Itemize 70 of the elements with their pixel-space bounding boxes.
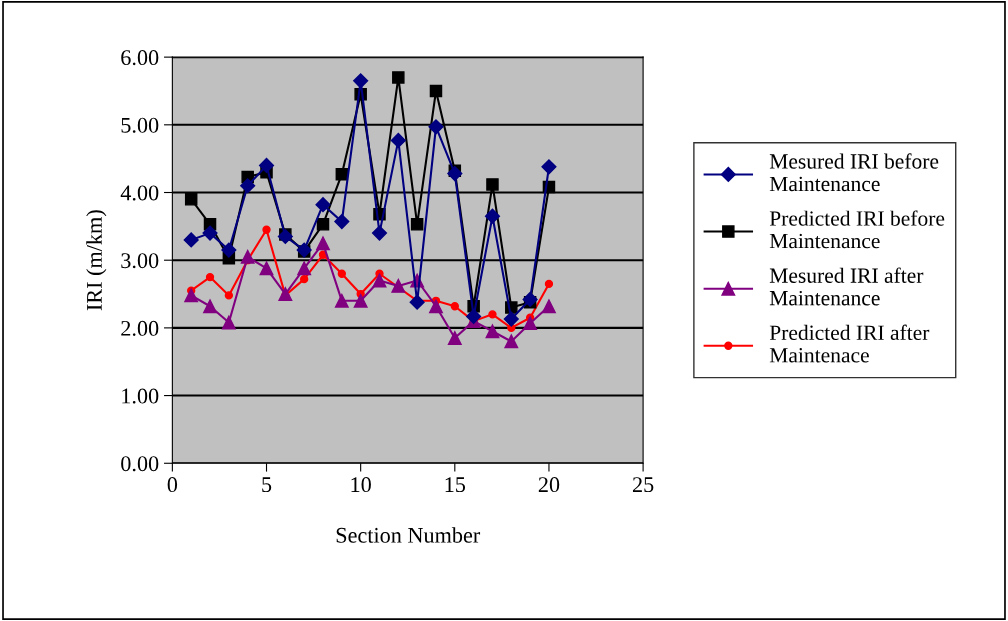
point (542, 299, 556, 314)
point (258, 157, 275, 174)
y-tick-label: 3.00 (121, 253, 159, 269)
point (224, 291, 234, 300)
point (334, 293, 349, 308)
point (390, 132, 406, 148)
point (450, 302, 459, 311)
point (259, 261, 274, 276)
x-tick-label: 25 (632, 477, 654, 493)
point (466, 308, 482, 324)
point (541, 159, 557, 175)
point (240, 178, 256, 194)
point (486, 178, 499, 191)
point (337, 269, 347, 278)
point (297, 261, 312, 276)
point (316, 236, 330, 251)
y-tick-label: 5.00 (121, 117, 159, 133)
y-tick-label: 4.00 (120, 185, 159, 201)
point (544, 279, 554, 289)
point (262, 225, 271, 234)
x-tick-label: 0 (167, 477, 178, 493)
point (503, 311, 519, 327)
x-tick-label: 20 (538, 477, 560, 493)
point (300, 274, 309, 284)
point (184, 288, 199, 303)
x-tick-label: 5 (262, 477, 272, 493)
point (485, 324, 500, 339)
point (504, 334, 519, 349)
point (277, 228, 293, 245)
point (316, 218, 330, 231)
point (221, 315, 236, 330)
point (353, 73, 369, 89)
legend-label: Mesured IRI after Maintenance (769, 267, 924, 306)
point (371, 225, 388, 241)
point (447, 331, 462, 345)
x-tick-label: 10 (351, 477, 371, 493)
y-axis-title: IRI (m/km) (86, 210, 107, 311)
legend-label: Predicted IRI before Maintenance (769, 210, 945, 249)
point (240, 249, 255, 264)
x-tick-label: 15 (445, 477, 466, 493)
point (205, 272, 215, 282)
y-tick-label: 2.00 (121, 320, 159, 336)
point (447, 165, 463, 182)
legend-label: Predicted IRI after Maintenace (769, 324, 930, 363)
point (392, 71, 405, 84)
point (315, 197, 331, 213)
point (334, 214, 350, 230)
point (202, 225, 218, 241)
point (221, 242, 237, 258)
point (523, 316, 538, 331)
point (410, 218, 424, 231)
point (203, 299, 217, 314)
point (522, 291, 538, 308)
point (183, 232, 199, 248)
point (429, 299, 443, 314)
y-tick-label: 6.00 (121, 50, 159, 66)
point (484, 208, 501, 224)
point (372, 273, 387, 288)
point (488, 310, 497, 319)
y-tick-label: 1.00 (122, 388, 159, 404)
point (353, 293, 368, 308)
point (409, 294, 425, 310)
legend-label: Mesured IRI before Maintenance (769, 153, 939, 192)
point (391, 278, 406, 293)
x-axis-title: Section Number (336, 527, 481, 543)
point (428, 119, 444, 135)
point (184, 193, 198, 206)
y-tick-label: 0.00 (121, 456, 159, 472)
point (278, 287, 293, 301)
point (429, 84, 443, 98)
